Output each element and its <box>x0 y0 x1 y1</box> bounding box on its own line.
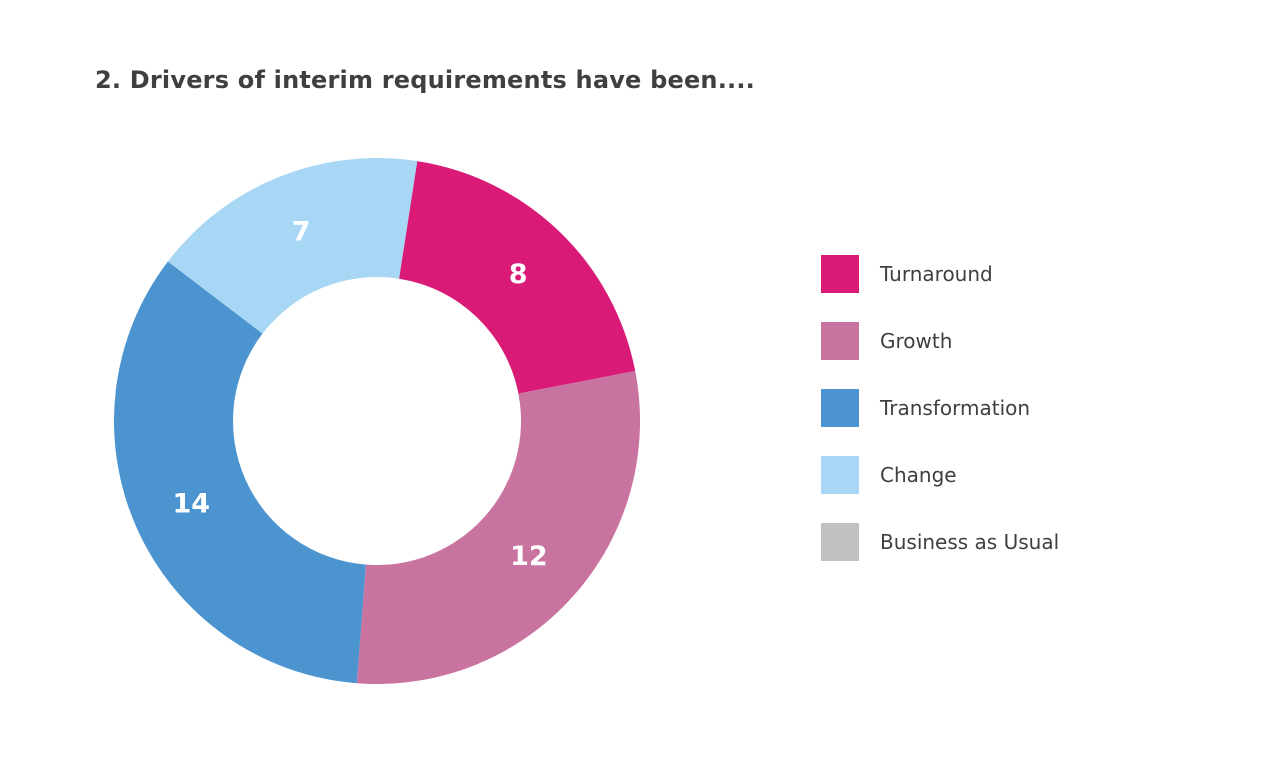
segment-value-label-growth: 12 <box>510 541 548 572</box>
legend-label-turnaround: Turnaround <box>880 262 993 286</box>
legend-item-transformation: Transformation <box>821 389 1059 427</box>
donut-segment-turnaround[interactable] <box>399 161 636 394</box>
legend-label-business-as-usual: Business as Usual <box>880 530 1060 554</box>
legend-item-change: Change <box>821 456 1059 494</box>
donut-chart: 8 12 14 7 <box>113 158 641 684</box>
donut-segment-growth[interactable] <box>356 371 641 684</box>
legend-swatch-transformation <box>821 389 859 427</box>
legend-swatch-change <box>821 456 859 494</box>
legend-label-growth: Growth <box>880 329 953 353</box>
legend-swatch-growth <box>821 322 859 360</box>
donut-segment-change[interactable] <box>167 158 418 334</box>
legend-item-business-as-usual: Business as Usual <box>821 523 1059 561</box>
legend-swatch-turnaround <box>821 255 859 293</box>
legend-item-growth: Growth <box>821 322 1059 360</box>
legend-label-transformation: Transformation <box>880 396 1031 420</box>
segment-value-label-transformation: 14 <box>173 489 211 520</box>
chart-title: 2. Drivers of interim requirements have … <box>95 66 755 94</box>
legend-label-change: Change <box>880 463 957 487</box>
donut-segment-transformation[interactable] <box>113 261 366 684</box>
chart-legend: Turnaround Growth Transformation Change Busi… <box>821 255 1059 590</box>
segment-value-label-change: 7 <box>292 217 311 248</box>
legend-item-turnaround: Turnaround <box>821 255 1059 293</box>
legend-swatch-business-as-usual <box>821 523 859 561</box>
segment-value-label-turnaround: 8 <box>509 259 528 290</box>
